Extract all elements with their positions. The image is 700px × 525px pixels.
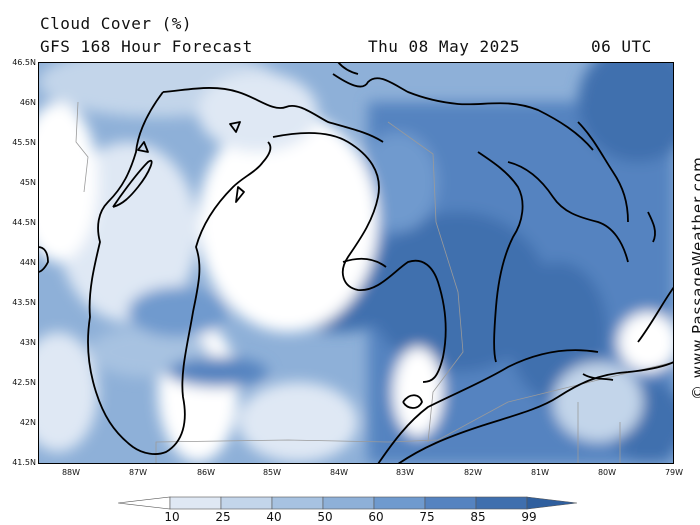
legend-value: 99 — [521, 510, 537, 524]
legend-swatch — [322, 496, 375, 510]
lat-label: 44N — [19, 258, 36, 267]
lon-label: 86W — [196, 468, 216, 477]
lon-label: 80W — [597, 468, 617, 477]
lon-label: 85W — [262, 468, 282, 477]
lat-label: 43N — [19, 338, 36, 347]
forecast-date: Thu 08 May 2025 — [368, 37, 520, 56]
lat-label: 42.5N — [12, 378, 36, 387]
legend-value: 25 — [215, 510, 231, 524]
lat-label: 43.5N — [12, 298, 36, 307]
lon-label: 84W — [329, 468, 349, 477]
forecast-subtitle: GFS 168 Hour Forecast — [40, 37, 253, 56]
legend-colorbar — [118, 496, 578, 510]
map-title: Cloud Cover (%) — [40, 14, 192, 33]
lon-label: 82W — [463, 468, 483, 477]
site-credit: © www.PassageWeather.com — [689, 156, 700, 400]
lon-label: 83W — [395, 468, 415, 477]
lon-label: 79W — [664, 468, 684, 477]
lat-label: 46.5N — [12, 58, 36, 67]
lon-label: 88W — [61, 468, 81, 477]
lat-label: 45.5N — [12, 138, 36, 147]
lat-label: 41.5N — [12, 458, 36, 467]
legend-swatch — [475, 496, 528, 510]
lon-label: 81W — [530, 468, 550, 477]
legend-swatch — [424, 496, 477, 510]
legend-swatch — [169, 496, 222, 510]
cloud-cover-map[interactable] — [38, 62, 674, 464]
lat-label: 46N — [19, 98, 36, 107]
legend-swatch — [118, 496, 171, 510]
legend-value: 50 — [317, 510, 333, 524]
legend-value: 10 — [164, 510, 180, 524]
coastlines — [38, 62, 674, 464]
legend-swatch — [271, 496, 324, 510]
map-frame — [38, 62, 674, 464]
lat-label: 45N — [19, 178, 36, 187]
cloud-cover-field — [38, 62, 674, 464]
lon-label: 87W — [128, 468, 148, 477]
forecast-time: 06 UTC — [591, 37, 652, 56]
legend-swatch — [526, 496, 578, 510]
legend-swatch — [373, 496, 426, 510]
lat-label: 44.5N — [12, 218, 36, 227]
legend-value: 85 — [470, 510, 486, 524]
legend-value: 40 — [266, 510, 282, 524]
legend-value: 75 — [419, 510, 435, 524]
legend-value: 60 — [368, 510, 384, 524]
lat-label: 42N — [19, 418, 36, 427]
legend-swatch — [220, 496, 273, 510]
